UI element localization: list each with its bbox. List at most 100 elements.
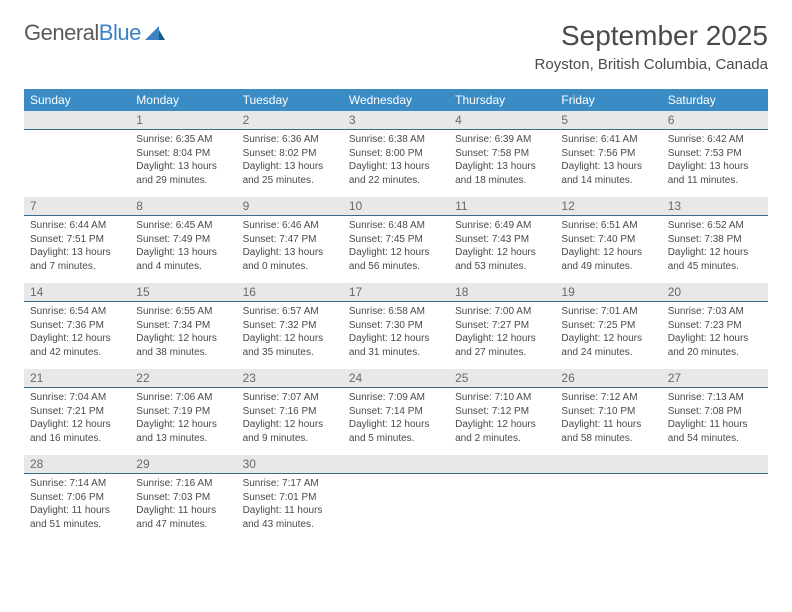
day-content-cell: Sunrise: 6:46 AMSunset: 7:47 PMDaylight:… — [237, 216, 343, 284]
day-dl2: and 11 minutes. — [668, 174, 762, 188]
day-ss: Sunset: 7:51 PM — [30, 233, 124, 247]
day-dl2: and 25 minutes. — [243, 174, 337, 188]
day-dl2: and 51 minutes. — [30, 518, 124, 532]
day-content-cell: Sunrise: 6:52 AMSunset: 7:38 PMDaylight:… — [662, 216, 768, 284]
day-number-cell: 7 — [24, 197, 130, 216]
day-content-cell — [662, 474, 768, 542]
day-sr: Sunrise: 6:51 AM — [561, 219, 655, 233]
day-dl2: and 35 minutes. — [243, 346, 337, 360]
day-dl2: and 22 minutes. — [349, 174, 443, 188]
day-content-cell — [555, 474, 661, 542]
day-dl1: Daylight: 13 hours — [561, 160, 655, 174]
location: Royston, British Columbia, Canada — [535, 56, 768, 73]
day-dl2: and 29 minutes. — [136, 174, 230, 188]
day-ss: Sunset: 8:00 PM — [349, 147, 443, 161]
day-number-cell: 13 — [662, 197, 768, 216]
day-ss: Sunset: 7:45 PM — [349, 233, 443, 247]
day-ss: Sunset: 7:40 PM — [561, 233, 655, 247]
day-number-cell: 29 — [130, 455, 236, 474]
day-number-cell — [555, 455, 661, 474]
day-content-row: Sunrise: 6:44 AMSunset: 7:51 PM Daylight:… — [24, 216, 768, 284]
day-number-cell: 14 — [24, 283, 130, 302]
day-ss: Sunset: 7:21 PM — [30, 405, 124, 419]
day-content-cell: Sunrise: 7:03 AMSunset: 7:23 PMDaylight:… — [662, 302, 768, 370]
weekday-header-cell: Tuesday — [237, 89, 343, 111]
day-content-cell — [449, 474, 555, 542]
day-content-row: Sunrise: 6:54 AMSunset: 7:36 PMDaylight:… — [24, 302, 768, 370]
day-dl2: and 5 minutes. — [349, 432, 443, 446]
weekday-header-cell: Monday — [130, 89, 236, 111]
day-number-cell: 25 — [449, 369, 555, 388]
day-dl2: and 43 minutes. — [243, 518, 337, 532]
day-ss: Sunset: 7:27 PM — [455, 319, 549, 333]
title-block: September 2025 Royston, British Columbia… — [535, 20, 768, 73]
day-sr: Sunrise: 6:54 AM — [30, 305, 124, 319]
day-ss: Sunset: 7:16 PM — [243, 405, 337, 419]
day-dl2: and 7 minutes. — [30, 260, 124, 274]
calendar-table: SundayMondayTuesdayWednesdayThursdayFrid… — [24, 89, 768, 541]
day-dl1: Daylight: 12 hours — [455, 332, 549, 346]
day-ss: Sunset: 7:49 PM — [136, 233, 230, 247]
day-dl2: and 49 minutes. — [561, 260, 655, 274]
day-dl1: Daylight: 12 hours — [455, 246, 549, 260]
day-number-row: 21222324252627 — [24, 369, 768, 388]
day-dl1: Daylight: 13 hours — [455, 160, 549, 174]
day-sr: Sunrise: 6:44 AM — [30, 219, 124, 233]
day-ss: Sunset: 7:19 PM — [136, 405, 230, 419]
day-content-row: Sunrise: 6:35 AMSunset: 8:04 PMDaylight:… — [24, 130, 768, 198]
day-content-cell: Sunrise: 6:45 AMSunset: 7:49 PMDaylight:… — [130, 216, 236, 284]
day-number-cell: 9 — [237, 197, 343, 216]
weekday-header-row: SundayMondayTuesdayWednesdayThursdayFrid… — [24, 89, 768, 111]
day-sr: Sunrise: 7:07 AM — [243, 391, 337, 405]
day-dl1: Daylight: 12 hours — [30, 332, 124, 346]
day-content-cell: Sunrise: 7:14 AMSunset: 7:06 PMDaylight:… — [24, 474, 130, 542]
month-title: September 2025 — [535, 20, 768, 52]
day-number-cell: 20 — [662, 283, 768, 302]
day-number-cell: 27 — [662, 369, 768, 388]
day-ss: Sunset: 8:02 PM — [243, 147, 337, 161]
day-number-cell: 24 — [343, 369, 449, 388]
day-content-row: Sunrise: 7:04 AMSunset: 7:21 PMDaylight:… — [24, 388, 768, 456]
header: GeneralBlue September 2025 Royston, Brit… — [24, 20, 768, 73]
weekday-header-cell: Sunday — [24, 89, 130, 111]
weekday-header-cell: Saturday — [662, 89, 768, 111]
day-number-row: 78910111213 — [24, 197, 768, 216]
day-number-cell: 2 — [237, 111, 343, 130]
day-number-cell: 26 — [555, 369, 661, 388]
day-number-row: 14151617181920 — [24, 283, 768, 302]
day-sr: Sunrise: 6:42 AM — [668, 133, 762, 147]
day-dl1: Daylight: 13 hours — [243, 246, 337, 260]
day-content-cell: Sunrise: 6:57 AMSunset: 7:32 PMDaylight:… — [237, 302, 343, 370]
day-dl1: Daylight: 12 hours — [349, 332, 443, 346]
day-dl2: and 14 minutes. — [561, 174, 655, 188]
day-content-cell: Sunrise: 6:49 AMSunset: 7:43 PMDaylight:… — [449, 216, 555, 284]
day-content-cell: Sunrise: 7:06 AMSunset: 7:19 PMDaylight:… — [130, 388, 236, 456]
day-content-cell: Sunrise: 6:48 AMSunset: 7:45 PMDaylight:… — [343, 216, 449, 284]
day-dl2: and 56 minutes. — [349, 260, 443, 274]
day-number-cell: 15 — [130, 283, 236, 302]
day-dl2: and 31 minutes. — [349, 346, 443, 360]
day-sr: Sunrise: 7:06 AM — [136, 391, 230, 405]
day-number-cell: 1 — [130, 111, 236, 130]
day-ss: Sunset: 7:38 PM — [668, 233, 762, 247]
day-dl1: Daylight: 12 hours — [561, 246, 655, 260]
day-sr: Sunrise: 6:58 AM — [349, 305, 443, 319]
day-dl2: and 47 minutes. — [136, 518, 230, 532]
day-number-cell: 11 — [449, 197, 555, 216]
day-number-cell: 23 — [237, 369, 343, 388]
day-dl1: Daylight: 12 hours — [243, 332, 337, 346]
day-dl1: Daylight: 12 hours — [455, 418, 549, 432]
day-sr: Sunrise: 7:10 AM — [455, 391, 549, 405]
day-sr: Sunrise: 6:46 AM — [243, 219, 337, 233]
day-content-cell: Sunrise: 7:10 AMSunset: 7:12 PMDaylight:… — [449, 388, 555, 456]
day-content-cell: Sunrise: 6:55 AMSunset: 7:34 PMDaylight:… — [130, 302, 236, 370]
day-number-cell: 8 — [130, 197, 236, 216]
day-content-cell: Sunrise: 7:17 AMSunset: 7:01 PMDaylight:… — [237, 474, 343, 542]
day-number-cell — [343, 455, 449, 474]
day-sr: Sunrise: 6:36 AM — [243, 133, 337, 147]
day-ss: Sunset: 7:08 PM — [668, 405, 762, 419]
day-number-cell: 6 — [662, 111, 768, 130]
day-content-cell: Sunrise: 7:00 AMSunset: 7:27 PMDaylight:… — [449, 302, 555, 370]
day-dl1: Daylight: 12 hours — [561, 332, 655, 346]
day-content-cell: Sunrise: 7:16 AMSunset: 7:03 PMDaylight:… — [130, 474, 236, 542]
